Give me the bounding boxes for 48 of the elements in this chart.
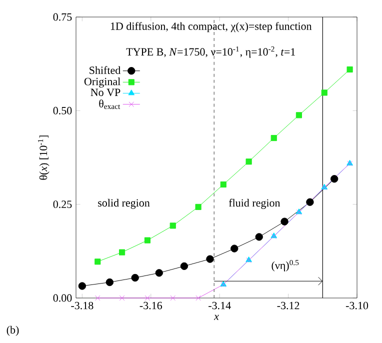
point: [195, 204, 202, 210]
point: [270, 134, 277, 142]
legend-label: θ$_{exact}$: [99, 100, 120, 110]
point: [230, 244, 238, 252]
point: [220, 181, 226, 188]
x-tick-label: -3.10: [346, 302, 368, 310]
chart-title: 1D diffusion, 4th compact, χ(x)=step function: [110, 22, 312, 32]
point: [296, 112, 302, 118]
point: [94, 295, 100, 301]
point: [106, 278, 114, 286]
text: TYPE B, N=1750, ν=10$^{-1}$, η=10$^{-2}$, t=1: [126, 46, 296, 58]
annotation: fluid region: [228, 198, 280, 209]
annotation: (νη)$^{0.5}$: [272, 260, 299, 272]
point: [306, 198, 314, 206]
text: (b): [6, 326, 19, 336]
x-tick-label: -3.18: [71, 302, 94, 310]
point: [196, 295, 201, 301]
annotation: solid region: [98, 198, 150, 209]
point: [119, 295, 125, 301]
point: [78, 282, 86, 290]
x-tick-label: -3.12: [277, 302, 300, 310]
y-tick-label: 0.75: [53, 13, 72, 21]
point: [144, 295, 150, 301]
point: [180, 262, 188, 270]
legend-label: Original: [84, 78, 120, 88]
x-tick-label: -3.14: [208, 302, 231, 310]
point: [144, 237, 150, 244]
point: [206, 255, 214, 263]
point: [170, 222, 176, 229]
legend-label: Shifted: [90, 66, 121, 74]
point: [255, 233, 263, 241]
point: [321, 90, 328, 96]
point: [170, 295, 176, 301]
point: [280, 218, 288, 226]
point: [131, 274, 139, 282]
point: [246, 158, 252, 165]
y-tick-label: 0.25: [53, 200, 72, 208]
x-axis-title: x: [214, 314, 219, 320]
y-tick-label: 0.50: [53, 106, 72, 114]
point: [346, 66, 353, 72]
point: [118, 249, 126, 256]
y-axis-title: θ(x) [10$^{-1}$]: [38, 136, 50, 180]
point: [155, 269, 163, 277]
x-tick-label: -3.16: [140, 302, 162, 310]
legend-label: No VP: [90, 88, 120, 96]
point: [330, 175, 338, 183]
y-tick-label: 0.00: [53, 294, 72, 302]
point: [94, 258, 101, 265]
